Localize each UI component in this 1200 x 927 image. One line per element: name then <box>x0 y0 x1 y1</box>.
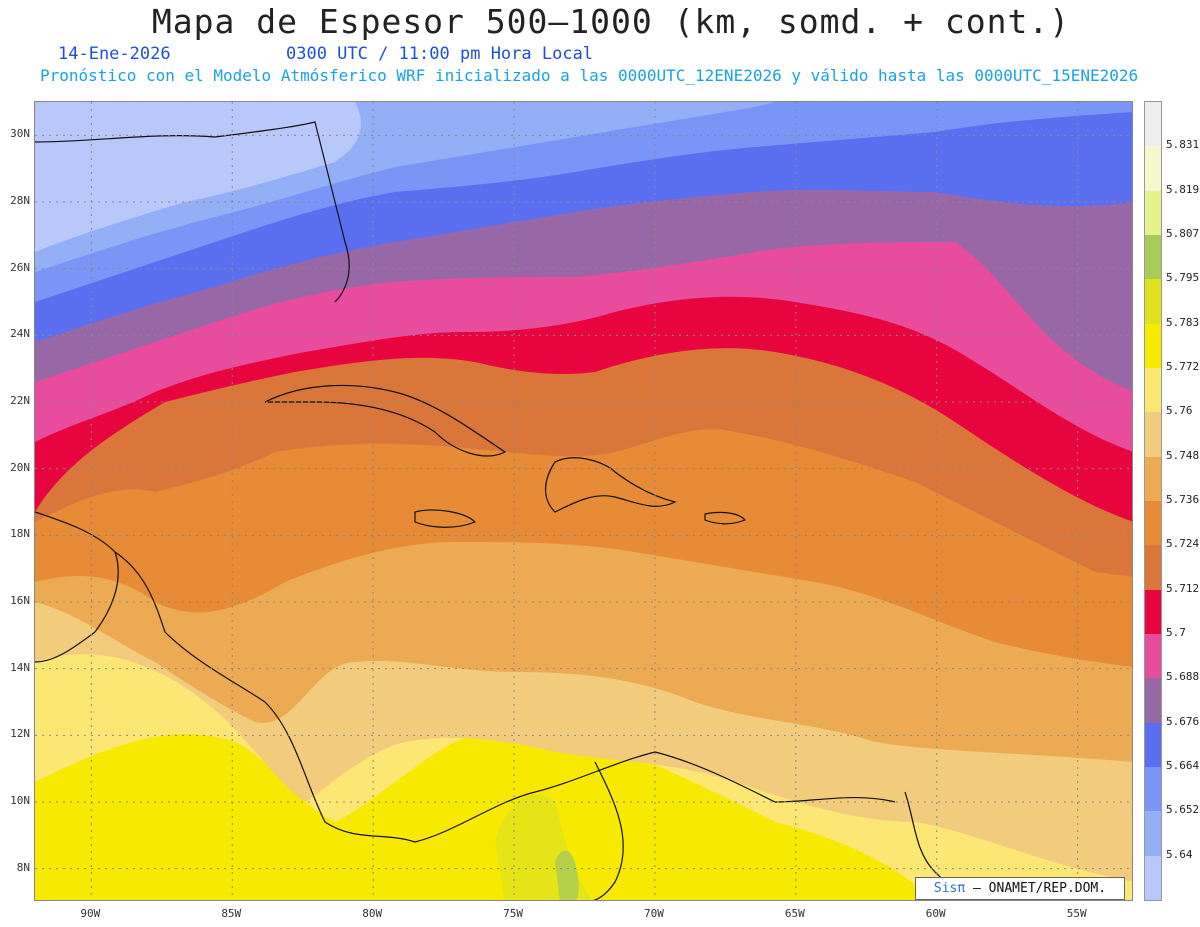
lon-label: 60W <box>925 907 946 920</box>
lon-label: 65W <box>784 907 805 920</box>
band-5628 <box>35 102 361 252</box>
colorbar-segment <box>1145 589 1161 635</box>
forecast-note: Pronóstico con el Modelo Atmósferico WRF… <box>40 66 1139 85</box>
lon-label: 75W <box>503 907 523 920</box>
lat-label: 12N <box>10 727 30 741</box>
colorbar-segment <box>1145 456 1161 502</box>
lat-label: 22N <box>10 394 30 407</box>
colorbar-label: 5.795 <box>1166 271 1200 285</box>
colorbar-segment <box>1145 368 1161 413</box>
colorbar-segment <box>1145 235 1161 280</box>
lon-label: 85W <box>221 907 242 920</box>
forecast-time: 0300 UTC / 11:00 pm Hora Local <box>286 44 594 64</box>
colorbar-label: 5.772 <box>1166 360 1200 373</box>
colorbar-segment <box>1145 102 1161 147</box>
colorbar-label: 5.724 <box>1166 537 1200 551</box>
forecast-date: 14-Ene-2026 <box>58 44 171 64</box>
colorbar-segment <box>1145 190 1161 236</box>
colorbar-segment <box>1145 279 1161 325</box>
lat-label: 30N <box>10 127 30 141</box>
lon-label: 70W <box>644 907 664 920</box>
thickness-field <box>35 102 1132 900</box>
colorbar-segment <box>1145 811 1161 857</box>
colorbar-label: 5.819 <box>1166 182 1200 196</box>
lat-label: 26N <box>10 260 30 274</box>
colorbar-label: 5.688 <box>1166 670 1200 684</box>
lon-label: 55W <box>1066 907 1087 920</box>
lat-lon-grid <box>35 102 1132 900</box>
colorbar-label: 5.64 <box>1166 847 1193 861</box>
colorbar-segment <box>1145 545 1161 591</box>
colorbar-label: 5.783 <box>1166 315 1200 329</box>
colorbar-label: 5.652 <box>1166 803 1200 817</box>
lon-label: 80W <box>362 907 383 920</box>
lon-label: 90W <box>80 907 101 920</box>
colorbar-label: 5.76 <box>1166 404 1193 418</box>
lat-label: 16N <box>10 594 30 607</box>
colorbar-label: 5.664 <box>1166 759 1200 772</box>
colorbar-segment <box>1145 146 1161 192</box>
lat-label: 18N <box>10 527 30 541</box>
colorbar-segment <box>1145 855 1161 901</box>
colorbar-label: 5.831 <box>1166 138 1200 152</box>
map-title: Mapa de Espesor 500—1000 (km, somd. + co… <box>151 2 1071 41</box>
colorbar-segment <box>1145 412 1161 458</box>
credit-text: – ONAMET/REP.DOM. <box>973 881 1107 896</box>
colorbar <box>1144 101 1162 901</box>
colorbar-label: 5.807 <box>1166 227 1200 240</box>
colorbar-segment <box>1145 678 1161 724</box>
colorbar-segment <box>1145 634 1161 679</box>
lat-label: 8N <box>16 860 30 874</box>
colorbar-segment <box>1145 722 1161 768</box>
lat-label: 14N <box>10 660 30 674</box>
lat-label: 28N <box>10 194 30 207</box>
thickness-map <box>34 101 1133 901</box>
colorbar-label: 5.748 <box>1166 448 1200 462</box>
colorbar-label: 5.676 <box>1166 714 1200 728</box>
colorbar-segment <box>1145 323 1161 369</box>
lat-label: 24N <box>10 327 30 341</box>
band-5795 <box>555 850 579 900</box>
onamet-logo: Sisπ – ONAMET/REP.DOM. <box>915 877 1125 900</box>
lat-label: 10N <box>10 794 30 807</box>
colorbar-segment <box>1145 501 1161 546</box>
lat-label: 20N <box>10 460 30 474</box>
colorbar-segment <box>1145 767 1161 812</box>
colorbar-label: 5.736 <box>1166 493 1200 506</box>
colorbar-label: 5.712 <box>1166 581 1200 595</box>
colorbar-label: 5.7 <box>1166 626 1186 639</box>
sispi-logo-text: Sisπ <box>933 881 966 896</box>
